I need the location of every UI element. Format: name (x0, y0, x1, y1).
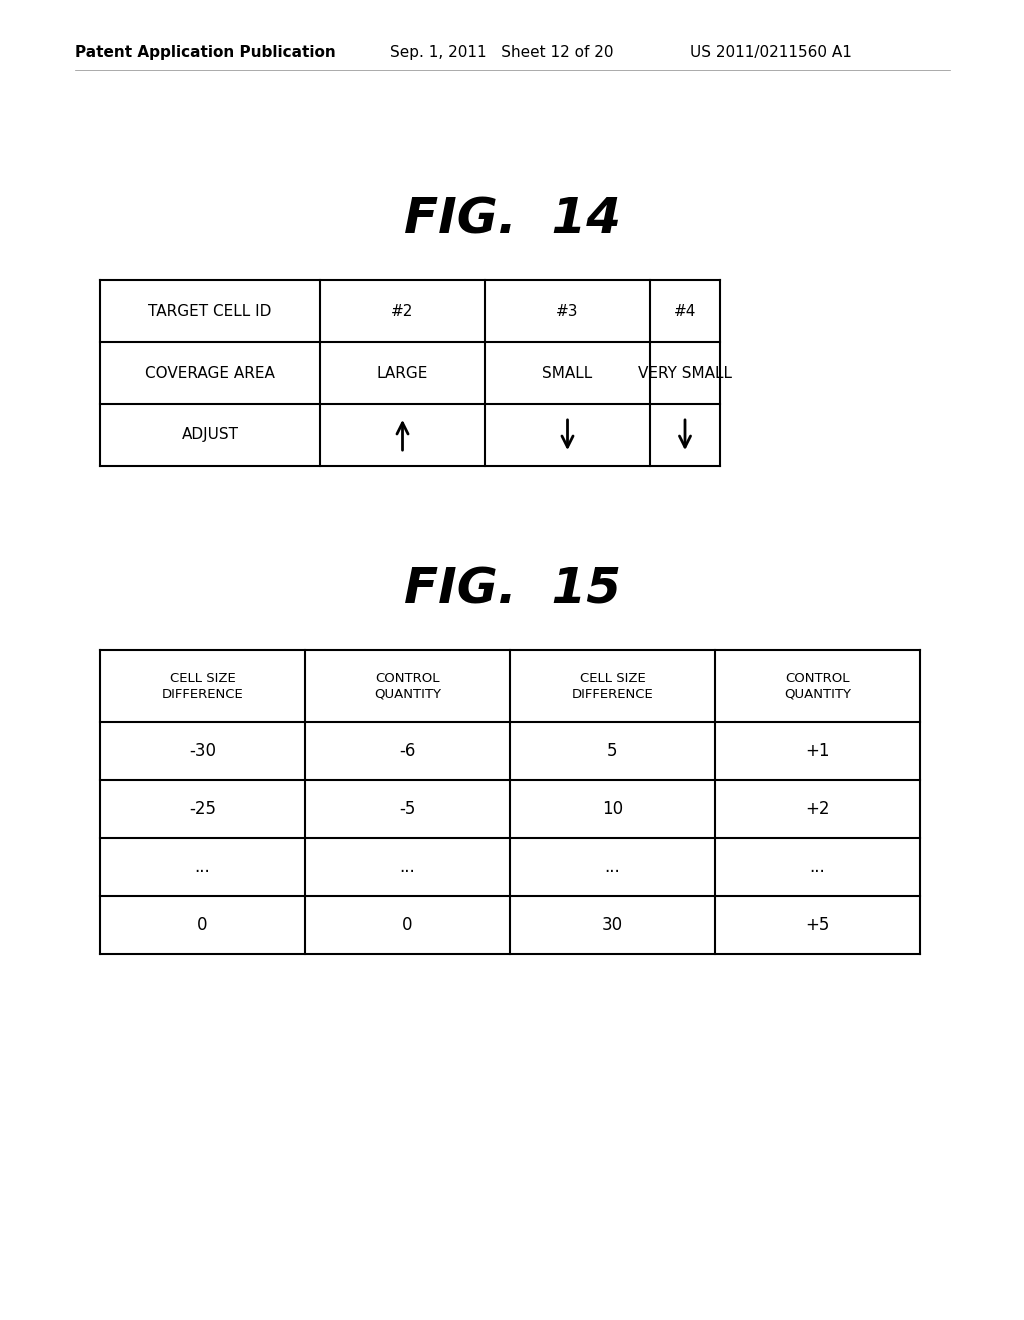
Text: ...: ... (810, 858, 825, 876)
Text: 5: 5 (607, 742, 617, 760)
Text: ...: ... (399, 858, 416, 876)
Text: CONTROL
QUANTITY: CONTROL QUANTITY (374, 672, 441, 701)
Text: -5: -5 (399, 800, 416, 818)
Text: 0: 0 (402, 916, 413, 935)
Text: #2: #2 (391, 304, 414, 318)
Text: +1: +1 (805, 742, 829, 760)
Text: Patent Application Publication: Patent Application Publication (75, 45, 336, 59)
Text: Sep. 1, 2011   Sheet 12 of 20: Sep. 1, 2011 Sheet 12 of 20 (390, 45, 613, 59)
Text: -30: -30 (189, 742, 216, 760)
Text: LARGE: LARGE (377, 366, 428, 380)
Text: ...: ... (195, 858, 210, 876)
Text: 10: 10 (602, 800, 623, 818)
Text: SMALL: SMALL (543, 366, 593, 380)
Text: #4: #4 (674, 304, 696, 318)
Text: TARGET CELL ID: TARGET CELL ID (148, 304, 271, 318)
Text: CONTROL
QUANTITY: CONTROL QUANTITY (784, 672, 851, 701)
Text: -25: -25 (189, 800, 216, 818)
Text: FIG.  14: FIG. 14 (403, 195, 621, 244)
Text: US 2011/0211560 A1: US 2011/0211560 A1 (690, 45, 852, 59)
Text: COVERAGE AREA: COVERAGE AREA (145, 366, 274, 380)
Text: VERY SMALL: VERY SMALL (638, 366, 732, 380)
Text: FIG.  15: FIG. 15 (403, 566, 621, 614)
Text: +5: +5 (805, 916, 829, 935)
Text: 0: 0 (198, 916, 208, 935)
Text: ...: ... (604, 858, 621, 876)
Text: +2: +2 (805, 800, 829, 818)
Text: CELL SIZE
DIFFERENCE: CELL SIZE DIFFERENCE (571, 672, 653, 701)
Text: #3: #3 (556, 304, 579, 318)
Text: CELL SIZE
DIFFERENCE: CELL SIZE DIFFERENCE (162, 672, 244, 701)
Text: -6: -6 (399, 742, 416, 760)
Text: 30: 30 (602, 916, 623, 935)
Text: ADJUST: ADJUST (181, 428, 239, 442)
